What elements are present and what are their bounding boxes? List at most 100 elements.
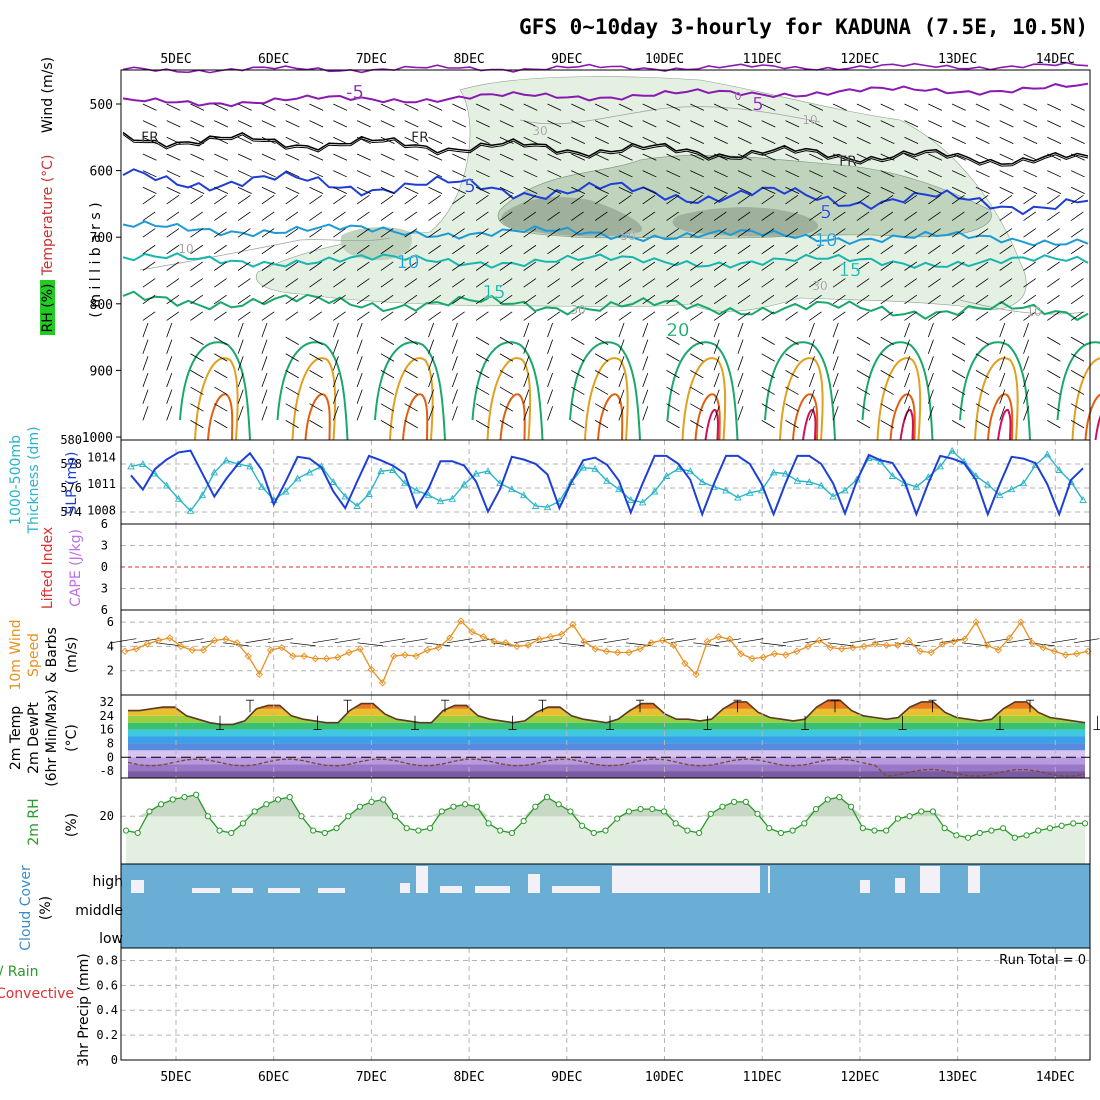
- wind-barb-504: [713, 294, 727, 305]
- wind-barb-310: [856, 211, 870, 221]
- rh-tick-20: 20: [100, 809, 114, 823]
- wind-barb-88: [333, 136, 348, 145]
- wind-barb-184: [713, 170, 728, 178]
- rh2m-point-18: [333, 825, 340, 832]
- wind-barb-218: [571, 186, 586, 194]
- wind-barb-535: [499, 311, 513, 321]
- wind-barb-614: [475, 353, 490, 362]
- wind-barb-369: [356, 244, 370, 255]
- time-axes: 5DEC 5DEC 6DEC 6DEC 7DEC 7DEC 8DEC 8DEC 9DEC 9DEC…: [160, 52, 1075, 1085]
- wind-barb-707: [785, 386, 799, 395]
- wind-barb-715: [975, 386, 990, 395]
- panel-labels: Wind (m/s) Temperature (°C) RH (%) ( m i…: [0, 57, 1086, 1067]
- wind-ylabel-2: Speed: [26, 633, 42, 677]
- wind-barb-567: [309, 336, 323, 345]
- wind-barb-152: [904, 153, 919, 161]
- wind-barb-180: [618, 170, 633, 178]
- wind10-point-2: [143, 640, 152, 648]
- wind-barb-111: [880, 136, 895, 145]
- wind-barb-120: [142, 153, 157, 161]
- wind-barb-785: [737, 406, 744, 421]
- rh2m-point-33: [508, 829, 516, 837]
- bottom-day-label-7DEC: 7DEC: [356, 1070, 387, 1085]
- isotherm-25-loop-0: [194, 357, 239, 441]
- wind-barb-60: [618, 120, 633, 128]
- wind-barb-422: [666, 261, 680, 271]
- wind10-point-45: [625, 648, 633, 657]
- cloud-gap-5: [400, 883, 410, 893]
- wind-barb-483: [214, 294, 227, 305]
- wind-barb-454: [475, 278, 489, 288]
- wind-barb-537: [547, 311, 561, 321]
- rh2m-point-14: [286, 794, 293, 801]
- wind-barb-643: [214, 370, 228, 379]
- wind-barb-696: [523, 372, 530, 388]
- slp-thickness-panel: 580 578 576 574 1014 1011 1008: [60, 433, 1091, 525]
- contour-label-4: FR: [411, 130, 429, 146]
- wind-barb-28: [809, 103, 824, 111]
- wind10-point-33: [490, 637, 499, 646]
- isotherm-25-loop-4: [584, 357, 629, 441]
- wind-barb-638: [1047, 353, 1061, 362]
- wind-barb-217: [547, 186, 562, 194]
- thickness-point-41: [615, 485, 623, 493]
- wind-barb-645: [261, 356, 268, 371]
- run-total-label: Run Total = 0: [999, 953, 1086, 968]
- temp-band-6: [128, 729, 1085, 737]
- wind-barb-335: [499, 228, 513, 238]
- wind-barb-761: [166, 406, 173, 421]
- wind-barb-233: [928, 186, 943, 194]
- isotherm-5: [122, 168, 1089, 216]
- wind-barb-112: [904, 136, 919, 145]
- wind-barb-46: [285, 120, 300, 128]
- rh2m-point-73: [976, 829, 983, 837]
- wind-barb-385: [737, 244, 751, 255]
- temp-band-4: [128, 743, 1085, 751]
- wind-barb-158: [1047, 153, 1062, 161]
- precip-tick-0.8: 0.8: [96, 953, 118, 967]
- upper-ylabel-mb: ( m i l l i b a r s ): [88, 202, 104, 317]
- wind-barb-527: [309, 311, 323, 321]
- wind-barb-215: [499, 186, 514, 194]
- wind-barb-74: [951, 120, 966, 128]
- wind-barb-446: [285, 278, 299, 288]
- cloud-gap-14: [895, 878, 905, 893]
- rh2m-point-27: [438, 808, 445, 815]
- wind-barb-798: [1047, 420, 1061, 429]
- wind-barb-737: [547, 389, 554, 404]
- cloud-gap-6: [416, 866, 428, 893]
- wind-barb-479: [1070, 278, 1084, 288]
- wind-barb-477: [1023, 278, 1037, 288]
- wind-barb-481: [166, 294, 180, 305]
- wind-barb-171: [404, 170, 419, 178]
- isotherm-30-loop-2: [402, 393, 429, 441]
- cloud-gap-4: [318, 888, 345, 893]
- rh2m-point-31: [485, 820, 492, 827]
- isotherm-25-loop-1: [291, 357, 337, 441]
- wind-barb-560: [142, 322, 149, 338]
- isotherm-20-loop-3: [471, 341, 544, 441]
- rh2m-point-3: [157, 801, 165, 808]
- wind10-point-15: [289, 652, 297, 660]
- wind-barb-148: [809, 153, 824, 161]
- rh2m-point-63: [859, 825, 866, 832]
- wind-barb-192: [904, 170, 919, 178]
- wind-barb-359: [1070, 228, 1084, 238]
- rh-shade-50b: [340, 227, 412, 261]
- thickness-point-34: [531, 502, 540, 509]
- wind-barb-525: [261, 311, 275, 321]
- wind-barb-762: [190, 420, 204, 429]
- wind-barb-83: [214, 136, 229, 145]
- wind-barb-682: [190, 386, 204, 395]
- wind10-point-64: [838, 645, 846, 653]
- thickness-point-1: [139, 460, 147, 467]
- wind-barb-503: [690, 294, 703, 305]
- wind-barb-540: [618, 311, 632, 321]
- cape-tick-0: 0: [101, 560, 108, 574]
- wind-barb-113: [928, 136, 943, 145]
- rh2m-point-20: [356, 803, 364, 810]
- wind10-barb-24: [379, 638, 406, 644]
- wind-barb-375: [499, 244, 513, 255]
- wind-barb-211: [404, 186, 419, 194]
- wind-barb-236: [999, 186, 1014, 194]
